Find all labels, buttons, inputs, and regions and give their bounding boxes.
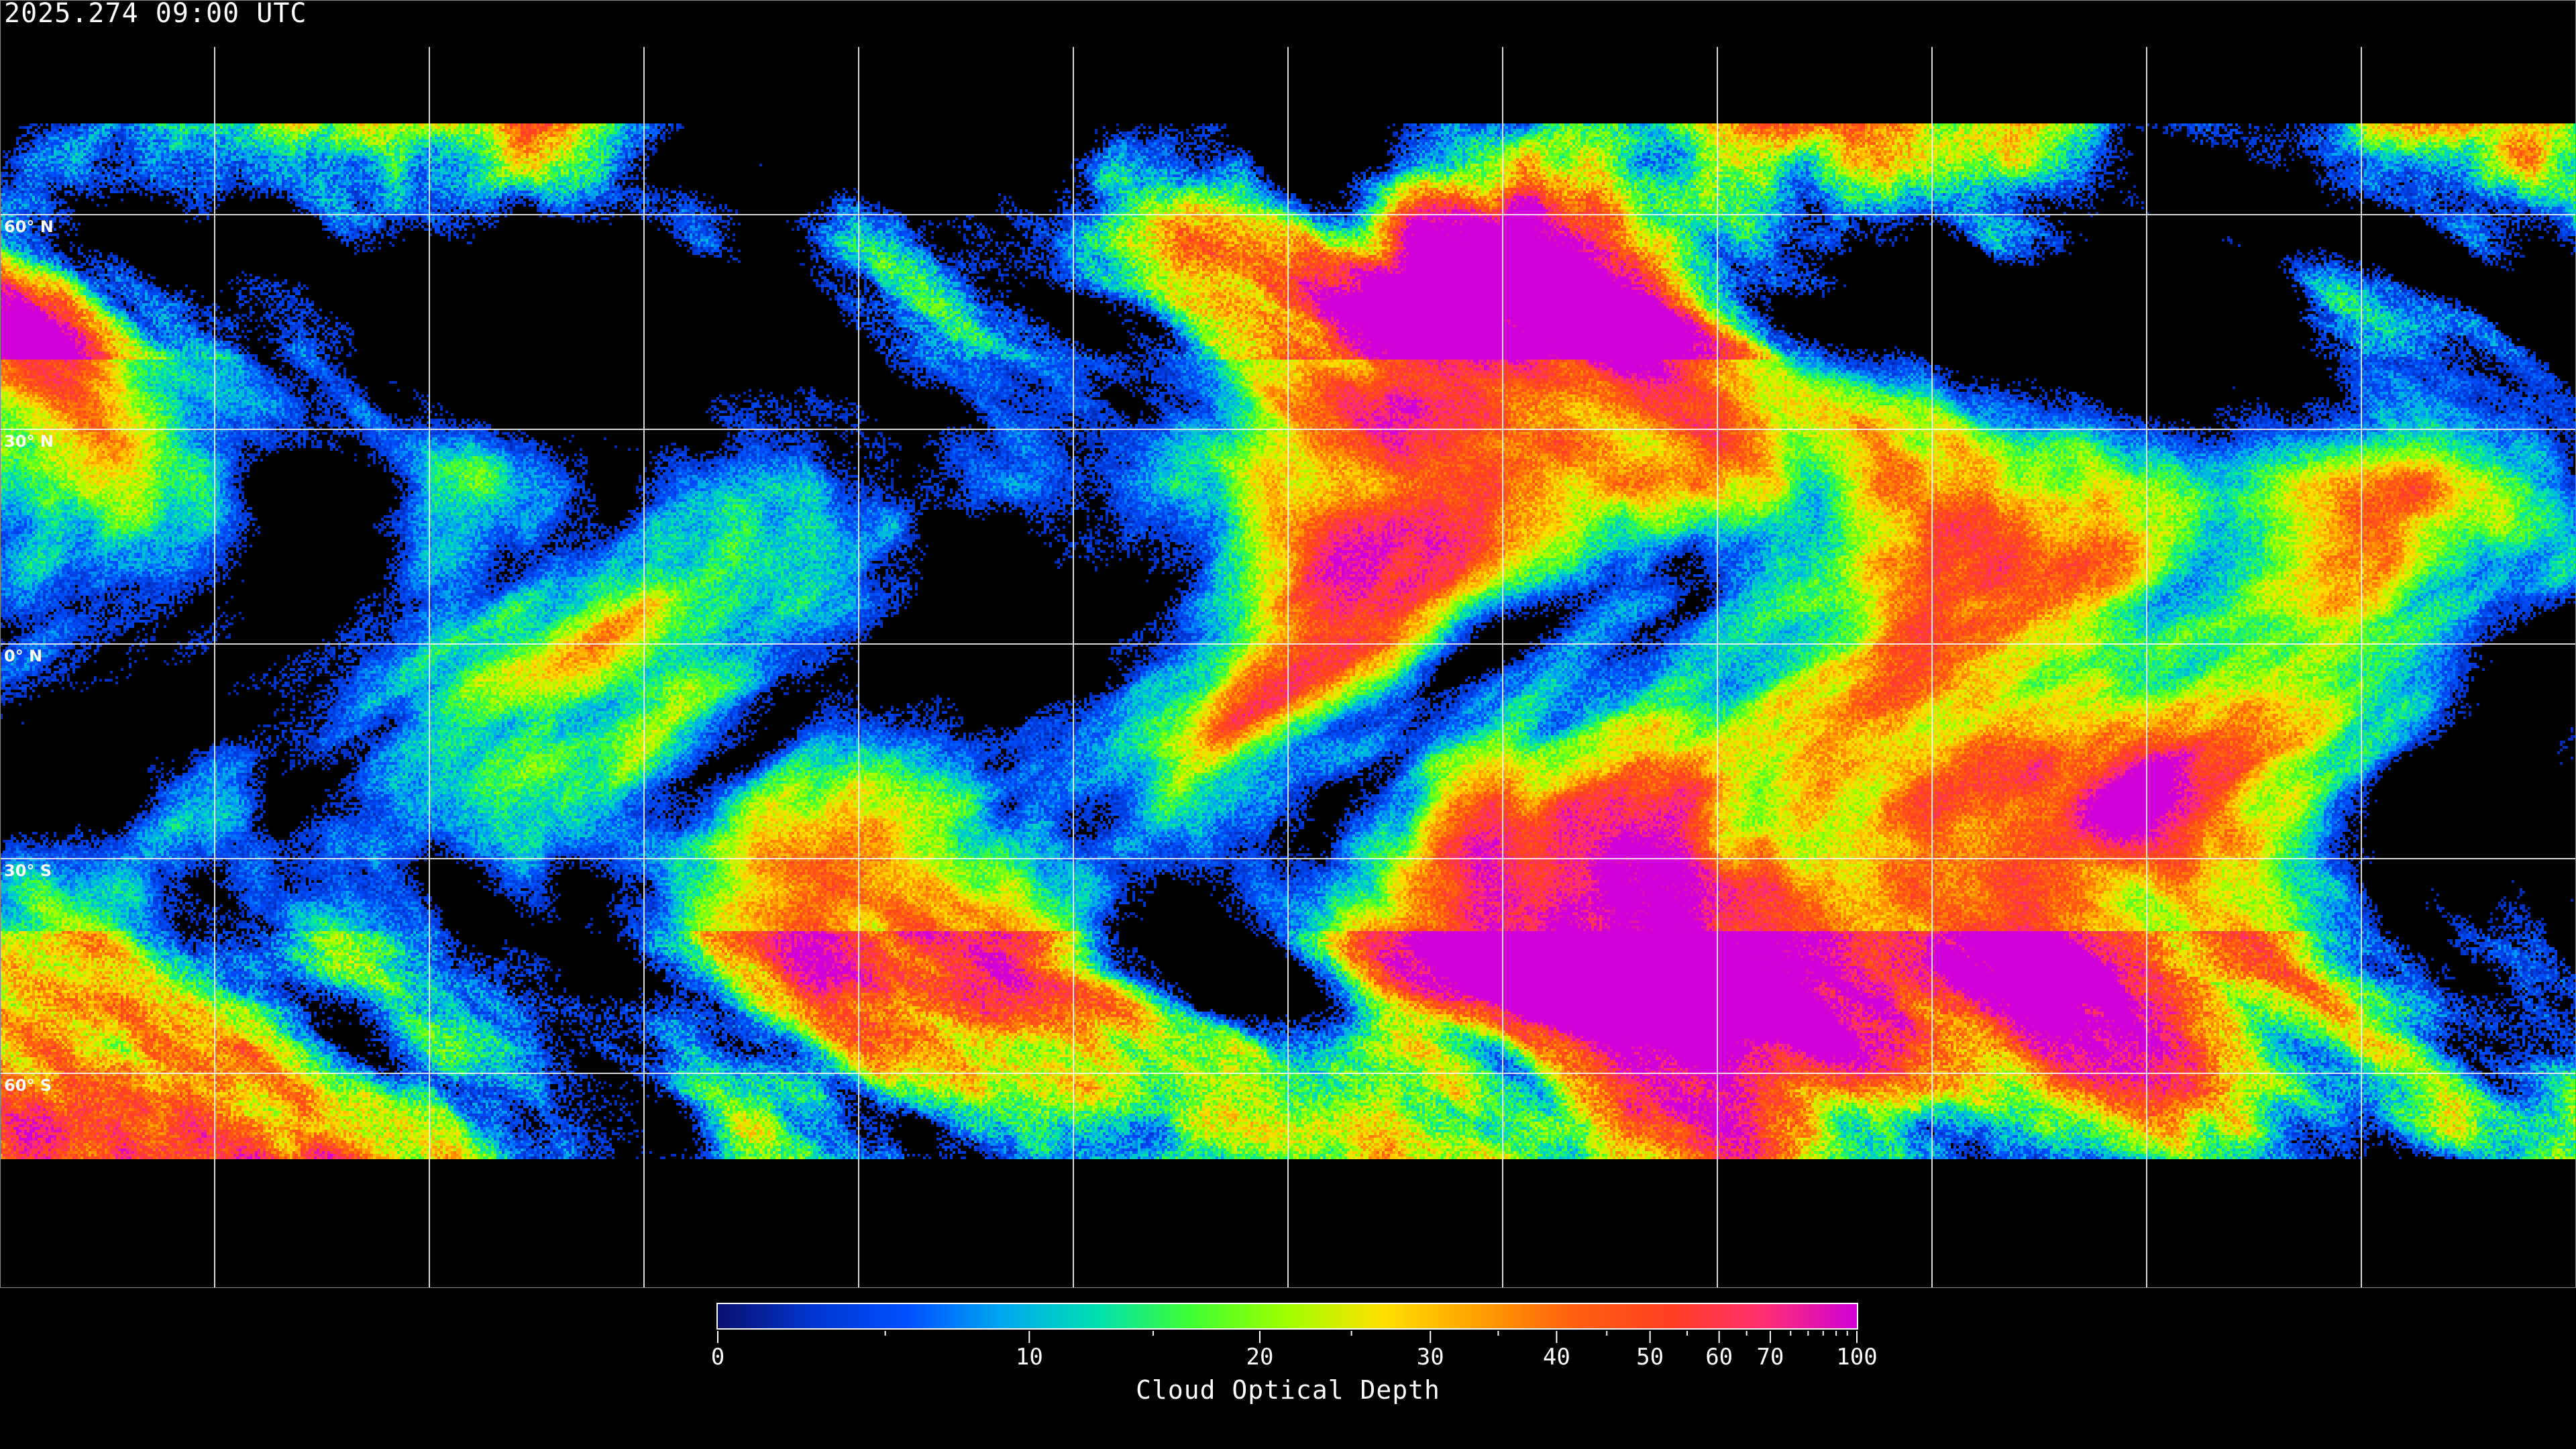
timestamp: 2025.274 09:00 UTC [4,0,307,29]
colorbar-tick-label: 100 [1836,1344,1877,1371]
colorbar-tick-label: 40 [1543,1344,1570,1371]
lat-label-30s: 30° S [4,861,52,880]
colorbar [716,1303,1858,1330]
colorbar-tick-label: 70 [1756,1344,1784,1371]
colorbar-title: Cloud Optical Depth [1136,1375,1440,1405]
colorbar-tick-label: 30 [1417,1344,1444,1371]
colorbar-tick-label: 20 [1246,1344,1273,1371]
colorbar-tick-label: 60 [1705,1344,1733,1371]
colorbar-tick-label: 10 [1016,1344,1043,1371]
colorbar-tick-label: 50 [1636,1344,1664,1371]
lat-label-0: 0° N [4,647,43,665]
lat-label-60s: 60° S [4,1076,52,1095]
colorbar-tick-label: 0 [711,1344,724,1371]
lat-label-60n: 60° N [4,217,54,236]
graticule [0,47,2576,1288]
lat-label-30n: 30° N [4,432,54,451]
